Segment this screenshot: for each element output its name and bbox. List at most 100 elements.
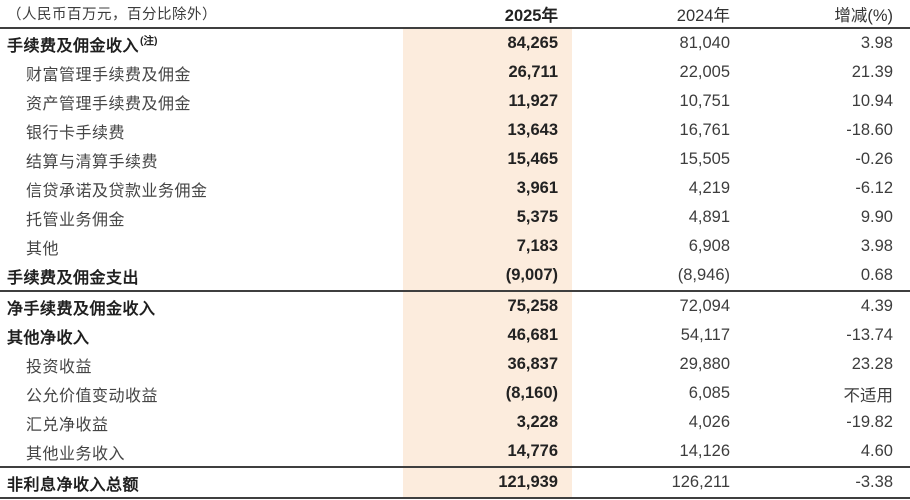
cell-row-label: 托管业务佣金 (0, 203, 403, 232)
cell-value-2024: 4,219 (688, 179, 730, 197)
row-label: 其他 (26, 240, 60, 258)
table-row: 结算与清算手续费 15,465 15,505 -0.26 (0, 145, 910, 174)
table-row: 手续费及佣金收入(注) 84,265 81,040 3.98 (0, 28, 910, 58)
cell-row-label: 净手续费及佣金收入 (0, 291, 403, 321)
cell-value-change: 9.90 (860, 208, 893, 226)
cell-row-label: 信贷承诺及贷款业务佣金 (0, 174, 403, 203)
cell-value-2025: (9,007) (403, 261, 572, 292)
row-label: 资产管理手续费及佣金 (26, 95, 192, 113)
cell-row-label: 手续费及佣金收入(注) (0, 28, 403, 58)
cell-value-2025: 15,465 (403, 145, 572, 174)
cell-value-2025: 46,681 (403, 321, 572, 350)
table-row: 净手续费及佣金收入 75,258 72,094 4.39 (0, 291, 910, 321)
cell-value-2025: (8,160) (403, 379, 572, 408)
cell-value-change: 0.68 (732, 261, 910, 292)
cell-row-label: 手续费及佣金支出 (0, 261, 403, 292)
cell-value-2025: 3,961 (403, 174, 572, 203)
table-row: 其他 7,183 6,908 3.98 (0, 232, 910, 261)
cell-value-2024: 72,094 (679, 297, 730, 315)
row-label: 结算与清算手续费 (26, 153, 159, 171)
cell-value-change: -19.82 (846, 413, 893, 431)
cell-value-change: -3.38 (732, 467, 910, 499)
cell-value-change: 23.28 (851, 355, 893, 373)
cell-value-2025: 14,776 (403, 437, 572, 468)
cell-value-2025: 26,711 (403, 58, 572, 87)
row-label: 其他业务收入 (26, 445, 126, 463)
table-row: 银行卡手续费 13,643 16,761 -18.60 (0, 116, 910, 145)
cell-row-label: 银行卡手续费 (0, 116, 403, 145)
cell-value-2024: 6,908 (688, 237, 730, 255)
cell-value-2025: 5,375 (403, 203, 572, 232)
column-header-2025: 2025年 (403, 0, 572, 29)
cell-row-label: 公允价值变动收益 (0, 379, 403, 408)
cell-row-label: 财富管理手续费及佣金 (0, 58, 403, 87)
cell-value-2025: 7,183 (403, 232, 572, 261)
cell-value-change: 4.39 (860, 297, 893, 315)
cell-value-change: 3.98 (860, 237, 893, 255)
table-row: 手续费及佣金支出 (9,007) (8,946) 0.68 (0, 261, 910, 292)
cell-value-change: 10.94 (851, 92, 893, 110)
cell-value-change: -13.74 (846, 326, 893, 344)
cell-value-2025: 75,258 (403, 291, 572, 321)
cell-row-label: 其他业务收入 (0, 437, 403, 468)
row-note-superscript: (注) (140, 35, 158, 48)
row-label: 托管业务佣金 (26, 211, 126, 229)
column-header-change: 增减(%) (732, 0, 910, 29)
cell-value-2025: 36,837 (403, 350, 572, 379)
cell-value-2024: 29,880 (679, 355, 730, 373)
cell-value-2024: 4,026 (688, 413, 730, 431)
cell-value-2024: 16,761 (679, 121, 730, 139)
cell-value-2024: 15,505 (679, 150, 730, 168)
cell-row-label: 其他 (0, 232, 403, 261)
cell-value-change: 不适用 (843, 386, 894, 405)
cell-value-change: 21.39 (851, 63, 893, 81)
table-row: 财富管理手续费及佣金 26,711 22,005 21.39 (0, 58, 910, 87)
row-label: 银行卡手续费 (26, 124, 126, 142)
row-label: 汇兑净收益 (26, 416, 109, 434)
table-row: 非利息净收入总额 121,939 126,211 -3.38 (0, 467, 910, 499)
row-label: 净手续费及佣金收入 (7, 300, 156, 318)
row-label: 投资收益 (26, 358, 93, 376)
unit-note: （人民币百万元，百分比除外） (0, 0, 403, 29)
table-row: 其他净收入 46,681 54,117 -13.74 (0, 321, 910, 350)
cell-value-2024: 6,085 (688, 384, 730, 402)
cell-row-label: 其他净收入 (0, 321, 403, 350)
cell-value-2025: 121,939 (403, 467, 572, 499)
table-row: 其他业务收入 14,776 14,126 4.60 (0, 437, 910, 468)
row-label: 非利息净收入总额 (7, 476, 140, 494)
row-label: 财富管理手续费及佣金 (26, 66, 192, 84)
table-row: 投资收益 36,837 29,880 23.28 (0, 350, 910, 379)
cell-value-2025: 13,643 (403, 116, 572, 145)
table-row: 托管业务佣金 5,375 4,891 9.90 (0, 203, 910, 232)
table-row: 资产管理手续费及佣金 11,927 10,751 10.94 (0, 87, 910, 116)
row-label: 其他净收入 (7, 329, 90, 347)
cell-value-2024: (8,946) (572, 261, 732, 292)
cell-value-change: 3.98 (860, 34, 893, 52)
cell-value-change: -0.26 (855, 150, 893, 168)
cell-row-label: 非利息净收入总额 (0, 467, 403, 499)
cell-value-2024: 14,126 (572, 437, 732, 468)
table-header-row: （人民币百万元，百分比除外） 2025年 2024年 增减(%) (0, 0, 910, 29)
table-row: 公允价值变动收益 (8,160) 6,085 不适用 (0, 379, 910, 408)
cell-value-change: -18.60 (846, 121, 893, 139)
cell-value-2025: 84,265 (403, 28, 572, 58)
cell-value-change: 4.60 (732, 437, 910, 468)
table-row: 汇兑净收益 3,228 4,026 -19.82 (0, 408, 910, 437)
cell-value-2024: 22,005 (679, 63, 730, 81)
cell-value-change: -6.12 (855, 179, 893, 197)
cell-row-label: 结算与清算手续费 (0, 145, 403, 174)
row-label: 手续费及佣金收入 (7, 37, 140, 55)
row-label: 公允价值变动收益 (26, 387, 159, 405)
row-label: 手续费及佣金支出 (7, 269, 140, 287)
table-row: 信贷承诺及贷款业务佣金 3,961 4,219 -6.12 (0, 174, 910, 203)
cell-value-2024: 81,040 (679, 34, 730, 52)
cell-row-label: 投资收益 (0, 350, 403, 379)
cell-value-2025: 11,927 (403, 87, 572, 116)
cell-value-2025: 3,228 (403, 408, 572, 437)
cell-value-2024: 126,211 (572, 467, 732, 499)
column-header-2024: 2024年 (572, 0, 732, 29)
table-body: 手续费及佣金收入(注) 84,265 81,040 3.98 财富管理手续费及佣… (0, 28, 910, 499)
cell-value-2024: 4,891 (688, 208, 730, 226)
cell-row-label: 汇兑净收益 (0, 408, 403, 437)
